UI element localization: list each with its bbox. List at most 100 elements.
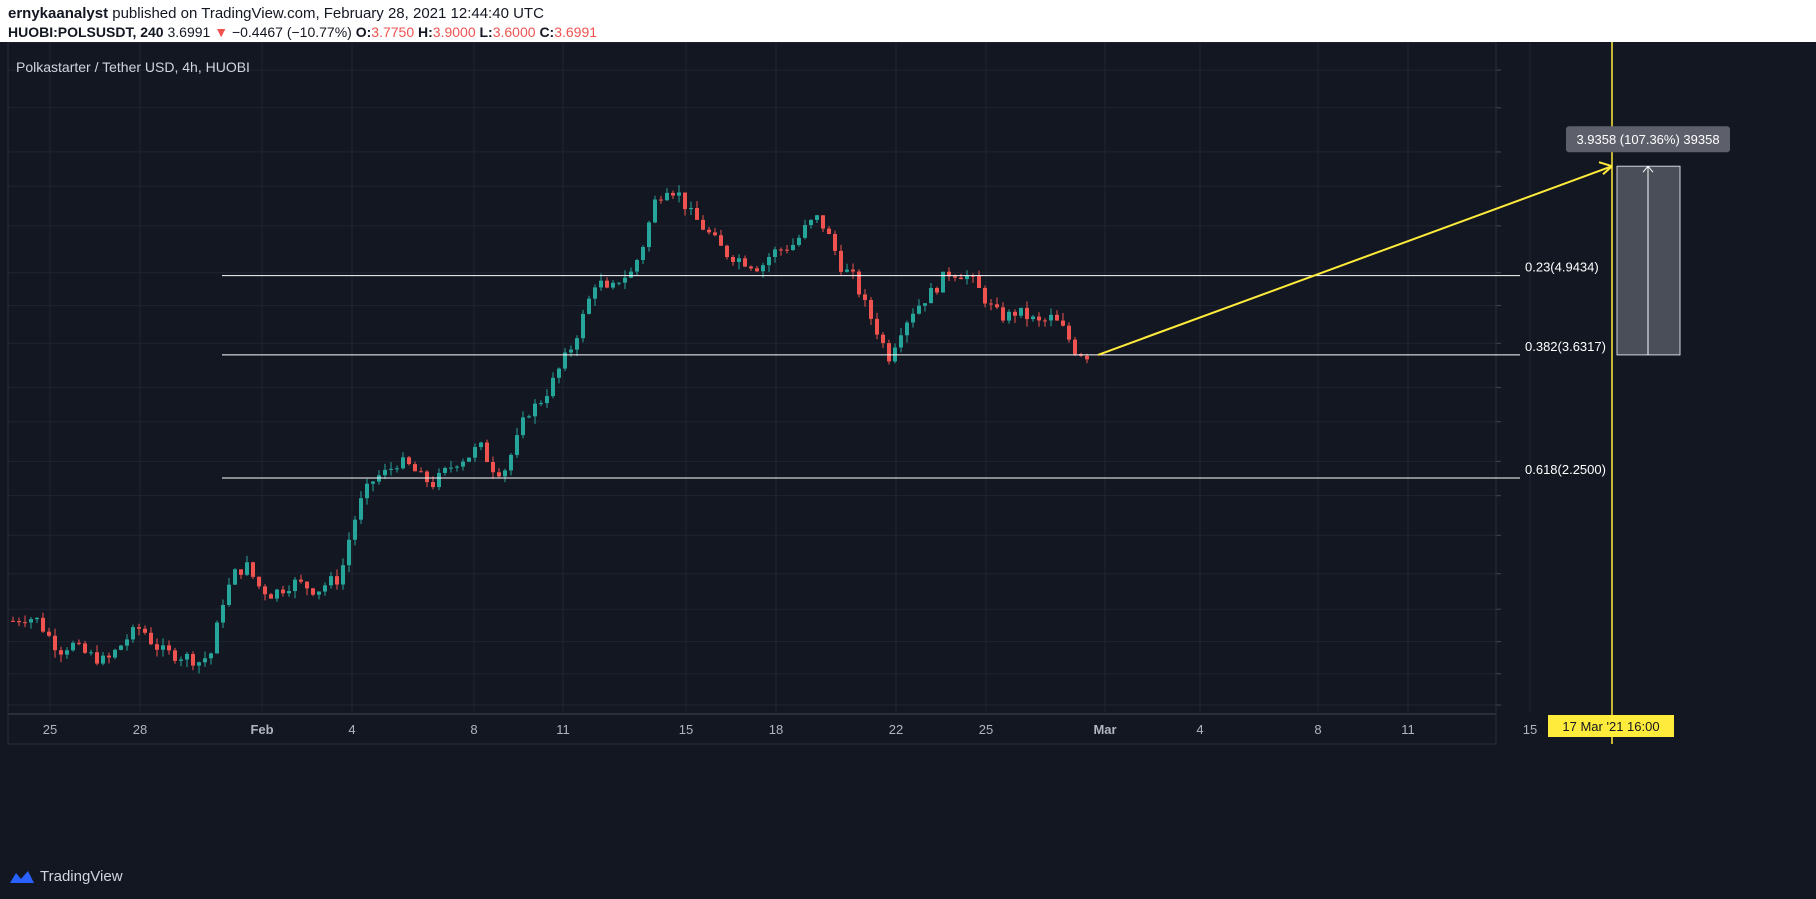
candle-body: [251, 562, 255, 577]
candle-body: [221, 604, 225, 623]
x-tick-label: Feb: [250, 722, 273, 737]
candle-body: [725, 245, 729, 258]
candle-body: [479, 442, 483, 448]
candle-body: [557, 368, 561, 378]
tradingview-logo[interactable]: TradingView: [8, 868, 123, 885]
x-tick-label: 4: [348, 722, 355, 737]
low-label: L:: [479, 24, 493, 40]
candle-body: [539, 403, 543, 405]
candle-body: [329, 576, 333, 586]
candle-body: [29, 619, 33, 623]
candle-body: [791, 244, 795, 250]
open-label: O:: [355, 24, 372, 40]
candle-body: [335, 576, 339, 585]
x-tick-label: 8: [1314, 722, 1321, 737]
candle-body: [371, 481, 375, 484]
candle-body: [23, 622, 27, 624]
publish-info: ernykaanalyst published on TradingView.c…: [8, 5, 544, 22]
candle-body: [635, 260, 639, 272]
candle-body: [473, 447, 477, 458]
candle-body: [629, 271, 633, 278]
candle-body: [869, 299, 873, 319]
candle-body: [227, 584, 231, 605]
high-label: H:: [418, 24, 433, 40]
plot-frame: [7, 42, 1497, 745]
candle-body: [917, 305, 921, 314]
candle-body: [425, 471, 429, 483]
candle-body: [407, 457, 411, 465]
candle-body: [11, 620, 15, 622]
candle-body: [509, 454, 513, 471]
candle-body: [263, 586, 267, 595]
candle-body: [875, 318, 879, 335]
candle-body: [797, 237, 801, 245]
candle-body: [53, 635, 57, 651]
candle-body: [1067, 325, 1071, 340]
candle-body: [881, 334, 885, 344]
price-chart[interactable]: 13.000011.00009.50008.00007.00006.00005.…: [0, 42, 1816, 856]
candle-body: [515, 435, 519, 455]
candle-body: [575, 338, 579, 350]
candle-body: [755, 268, 759, 272]
projection-arrow-head: [1598, 161, 1613, 175]
candle-body: [617, 282, 621, 284]
candle-body: [497, 472, 501, 477]
candle-body: [1007, 311, 1011, 321]
candle-body: [77, 642, 81, 644]
projection-arrow-line: [1097, 165, 1613, 356]
x-tick-label: 28: [133, 722, 147, 737]
chart-area[interactable]: 13.000011.00009.50008.00007.00006.00005.…: [0, 42, 1816, 899]
author-name[interactable]: ernykaanalyst: [8, 5, 109, 22]
candle-body: [71, 642, 75, 651]
candle-body: [95, 652, 99, 664]
candle-body: [281, 589, 285, 594]
candle-body: [983, 287, 987, 304]
candle-body: [947, 271, 951, 277]
candle-body: [671, 192, 675, 196]
candle-body: [173, 650, 177, 661]
candle-body: [1085, 355, 1089, 360]
candle-body: [305, 581, 309, 589]
candle-body: [101, 655, 105, 664]
footer: TradingView: [0, 856, 1816, 899]
candle-body: [437, 472, 441, 488]
price-change: −0.4467 (−10.77%): [231, 24, 352, 40]
candle-body: [767, 256, 771, 266]
candle-body: [365, 483, 369, 499]
candle-body: [965, 275, 969, 280]
price-range-label-bg: [1566, 126, 1730, 153]
candle-body: [143, 628, 147, 633]
time-marker-label: 17 Mar '21 16:00: [1562, 719, 1659, 734]
candle-body: [17, 621, 21, 623]
candle-body: [65, 650, 69, 655]
candle-body: [341, 565, 345, 585]
candle-body: [803, 225, 807, 238]
candle-body: [491, 462, 495, 473]
candle-body: [413, 464, 417, 472]
candle-body: [107, 655, 111, 658]
x-tick-label: Mar: [1093, 722, 1116, 737]
candle-body: [833, 234, 837, 251]
candle-body: [521, 417, 525, 436]
low-value: 3.6000: [492, 24, 536, 40]
candle-body: [215, 622, 219, 654]
candle-body: [89, 652, 93, 654]
candle-body: [743, 258, 747, 267]
candle-body: [551, 377, 555, 397]
last-price: 3.6991: [167, 24, 211, 40]
candle-body: [119, 645, 123, 650]
candle-body: [35, 617, 39, 620]
candle-body: [749, 266, 753, 269]
candle-body: [545, 396, 549, 404]
candle-body: [761, 265, 765, 272]
candle-body: [359, 498, 363, 520]
candle-body: [1013, 311, 1017, 316]
candle-body: [737, 258, 741, 262]
candle-body: [719, 235, 723, 246]
candle-body: [653, 199, 657, 223]
candle-body: [1043, 320, 1047, 322]
candle-body: [623, 277, 627, 283]
candle-body: [659, 199, 663, 201]
candle-body: [353, 519, 357, 540]
candle-body: [821, 215, 825, 229]
